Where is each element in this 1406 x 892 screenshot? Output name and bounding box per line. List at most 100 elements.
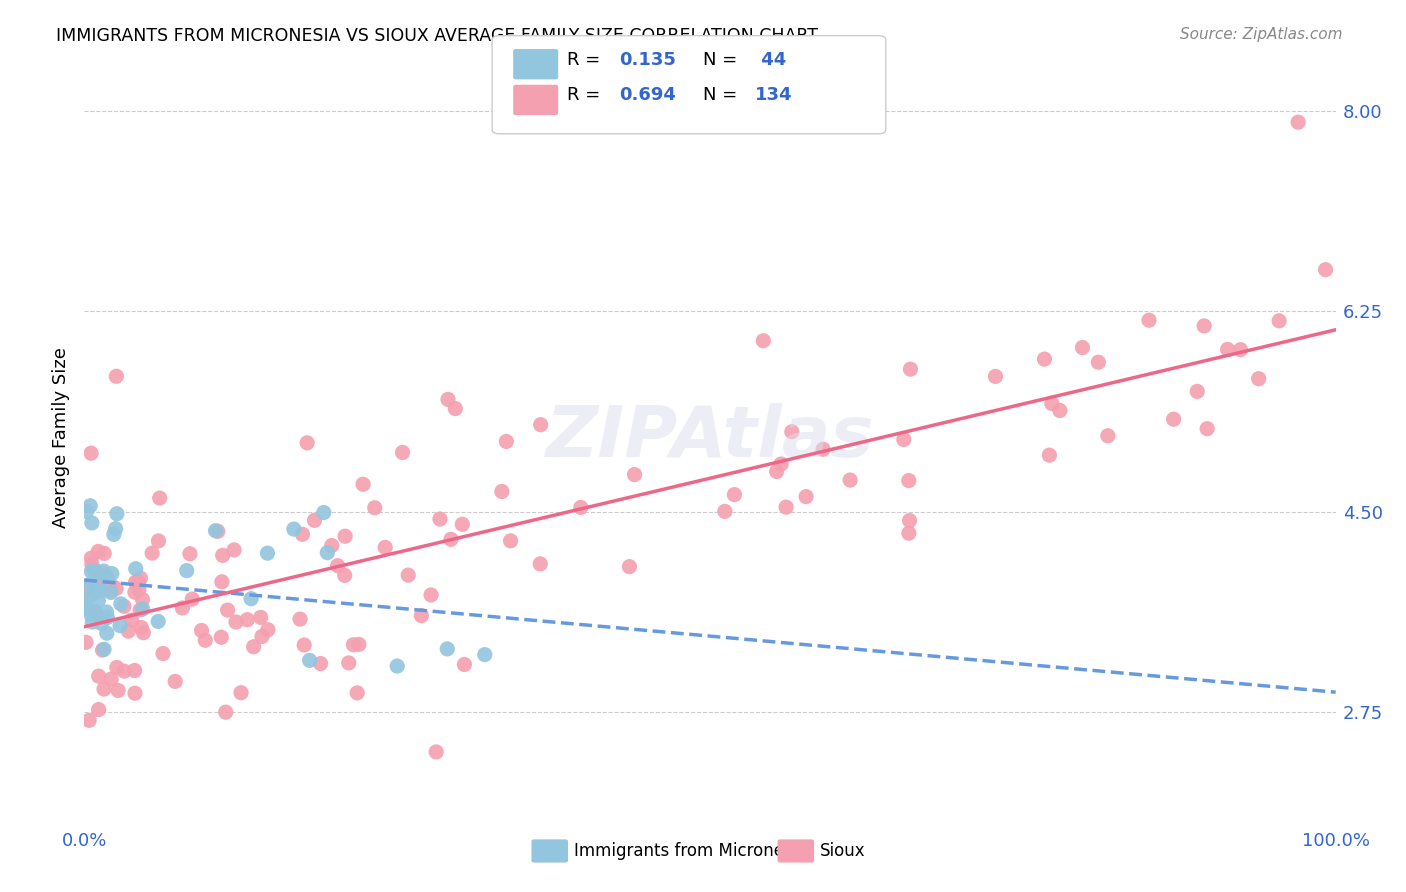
Point bbox=[236, 613, 259, 627]
Point bbox=[87, 544, 110, 558]
Point bbox=[75, 579, 97, 593]
Point bbox=[93, 642, 115, 657]
Point bbox=[292, 638, 315, 652]
Point bbox=[87, 702, 110, 716]
Point bbox=[112, 664, 135, 678]
Point bbox=[1192, 318, 1215, 333]
Point bbox=[291, 527, 314, 541]
Text: N =: N = bbox=[703, 51, 742, 69]
Point bbox=[93, 681, 115, 696]
Point bbox=[190, 624, 212, 638]
Point bbox=[105, 507, 128, 521]
Point bbox=[112, 599, 135, 614]
Point bbox=[1315, 262, 1337, 277]
Point bbox=[1268, 314, 1291, 328]
Point bbox=[898, 514, 921, 528]
Point bbox=[75, 635, 97, 649]
Point bbox=[194, 633, 217, 648]
Point bbox=[326, 558, 349, 573]
Point bbox=[93, 546, 115, 560]
Point bbox=[288, 612, 311, 626]
Point bbox=[984, 369, 1007, 384]
Point bbox=[105, 660, 128, 674]
Point bbox=[104, 522, 127, 536]
Point bbox=[80, 551, 103, 566]
Point bbox=[80, 558, 103, 572]
Point bbox=[87, 566, 110, 581]
Point bbox=[491, 484, 513, 499]
Point bbox=[100, 672, 122, 686]
Text: N =: N = bbox=[703, 87, 742, 104]
Point bbox=[714, 504, 737, 518]
Point bbox=[105, 369, 128, 384]
Point bbox=[96, 626, 118, 640]
Point bbox=[794, 490, 817, 504]
Point bbox=[124, 585, 146, 599]
Point bbox=[75, 601, 97, 615]
Point bbox=[222, 543, 245, 558]
Point bbox=[364, 500, 387, 515]
Point bbox=[77, 714, 100, 728]
Text: IMMIGRANTS FROM MICRONESIA VS SIOUX AVERAGE FAMILY SIZE CORRELATION CHART: IMMIGRANTS FROM MICRONESIA VS SIOUX AVER… bbox=[56, 27, 818, 45]
Point bbox=[499, 533, 522, 548]
Point bbox=[87, 669, 110, 683]
Point bbox=[103, 527, 125, 541]
Point bbox=[444, 401, 467, 416]
Point bbox=[100, 577, 122, 591]
Point bbox=[1247, 372, 1270, 386]
Point bbox=[94, 574, 117, 588]
Point bbox=[765, 465, 787, 479]
Point bbox=[131, 602, 153, 616]
Point bbox=[80, 565, 103, 579]
Point bbox=[529, 557, 551, 571]
Point bbox=[179, 547, 201, 561]
Point bbox=[124, 686, 146, 700]
Point bbox=[127, 574, 149, 589]
Point bbox=[811, 442, 834, 457]
Point bbox=[84, 607, 107, 621]
Text: 134: 134 bbox=[755, 87, 793, 104]
Text: Source: ZipAtlas.com: Source: ZipAtlas.com bbox=[1180, 27, 1343, 42]
Point bbox=[619, 559, 641, 574]
Point bbox=[374, 541, 396, 555]
Text: Immigrants from Micronesia: Immigrants from Micronesia bbox=[574, 842, 807, 860]
Point bbox=[98, 583, 121, 598]
Text: 0.694: 0.694 bbox=[619, 87, 675, 104]
Point bbox=[91, 643, 114, 657]
Point bbox=[80, 607, 103, 622]
Point bbox=[209, 630, 232, 644]
Point bbox=[96, 570, 118, 584]
Text: ZIPAtlas: ZIPAtlas bbox=[546, 402, 875, 472]
Point bbox=[420, 588, 443, 602]
Point bbox=[569, 500, 592, 515]
Point bbox=[385, 659, 409, 673]
Point bbox=[347, 637, 370, 651]
Point bbox=[897, 526, 920, 541]
Point bbox=[250, 629, 273, 643]
Point bbox=[110, 597, 132, 611]
Point bbox=[411, 608, 433, 623]
Point bbox=[108, 618, 131, 632]
Point bbox=[242, 640, 264, 654]
Text: R =: R = bbox=[567, 87, 606, 104]
Point bbox=[131, 592, 153, 607]
Point bbox=[124, 575, 146, 590]
Point bbox=[1187, 384, 1209, 399]
Point bbox=[79, 499, 101, 513]
Point bbox=[96, 610, 118, 624]
Point bbox=[312, 506, 335, 520]
Point bbox=[84, 583, 107, 598]
Point bbox=[90, 616, 112, 631]
Point bbox=[298, 653, 321, 667]
Point bbox=[474, 648, 496, 662]
Point bbox=[337, 656, 360, 670]
Point bbox=[80, 516, 103, 530]
Point bbox=[121, 613, 143, 627]
Point bbox=[75, 599, 97, 614]
Point bbox=[309, 657, 332, 671]
Point bbox=[217, 603, 239, 617]
Point bbox=[129, 603, 152, 617]
Point bbox=[148, 533, 170, 548]
Point bbox=[897, 474, 920, 488]
Point bbox=[1038, 448, 1060, 462]
